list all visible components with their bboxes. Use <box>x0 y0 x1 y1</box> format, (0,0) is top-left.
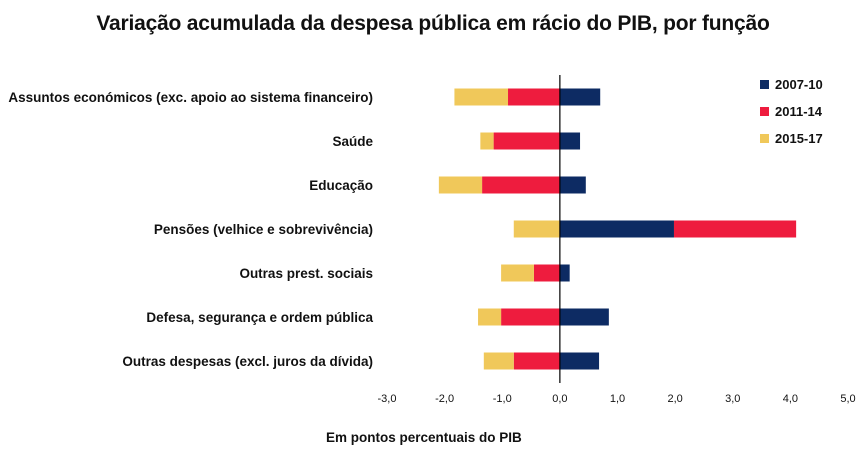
x-tick-label: 5,0 <box>840 393 855 405</box>
x-tick-label: -1,0 <box>493 393 512 405</box>
bar-2007-10-5 <box>559 308 609 326</box>
bar-2007-10-6 <box>559 352 600 370</box>
category-label: Pensões (velhice e sobrevivência) <box>154 222 373 237</box>
bar-2015-17-5 <box>478 308 502 326</box>
x-tick-label: 1,0 <box>610 393 625 405</box>
x-axis-title: Em pontos percentuais do PIB <box>326 430 522 445</box>
category-label: Outras despesas (excl. juros da dívida) <box>122 354 373 369</box>
bar-2015-17-1 <box>480 132 494 150</box>
category-label: Outras prest. sociais <box>239 266 373 281</box>
x-tick-label: -3,0 <box>378 393 397 405</box>
legend-swatch-2011-14 <box>760 107 769 116</box>
legend-swatch-2015-17 <box>760 134 769 143</box>
bar-2011-14-1 <box>493 132 560 150</box>
legend-swatch-2007-10 <box>760 80 769 89</box>
bar-2011-14-3 <box>673 220 797 238</box>
bar-2015-17-3 <box>513 220 560 238</box>
legend-label: 2011-14 <box>775 104 823 119</box>
legend-label: 2015-17 <box>775 131 823 146</box>
category-label: Saúde <box>332 134 373 149</box>
x-tick-label: 0,0 <box>552 393 567 405</box>
bar-2015-17-0 <box>454 88 509 106</box>
bar-2011-14-2 <box>482 176 560 194</box>
bar-2015-17-4 <box>501 264 534 282</box>
bar-2015-17-2 <box>438 176 483 194</box>
x-tick-label: 2,0 <box>667 393 682 405</box>
bar-2007-10-1 <box>559 132 581 150</box>
x-tick-label: 3,0 <box>725 393 740 405</box>
category-label: Educação <box>309 178 373 193</box>
bar-2011-14-0 <box>508 88 560 106</box>
chart-title: Variação acumulada da despesa pública em… <box>96 12 770 35</box>
bar-2011-14-6 <box>513 352 560 370</box>
bar-2011-14-5 <box>501 308 560 326</box>
bar-2007-10-0 <box>559 88 601 106</box>
x-tick-label: 4,0 <box>783 393 798 405</box>
bar-2007-10-2 <box>559 176 586 194</box>
bar-2007-10-3 <box>559 220 674 238</box>
x-tick-label: -2,0 <box>435 393 454 405</box>
legend-label: 2007-10 <box>775 77 823 92</box>
category-label: Assuntos económicos (exc. apoio ao siste… <box>8 90 373 105</box>
bar-2011-14-4 <box>533 264 560 282</box>
bar-2007-10-4 <box>559 264 570 282</box>
bar-2015-17-6 <box>483 352 514 370</box>
category-label: Defesa, segurança e ordem pública <box>146 310 373 325</box>
